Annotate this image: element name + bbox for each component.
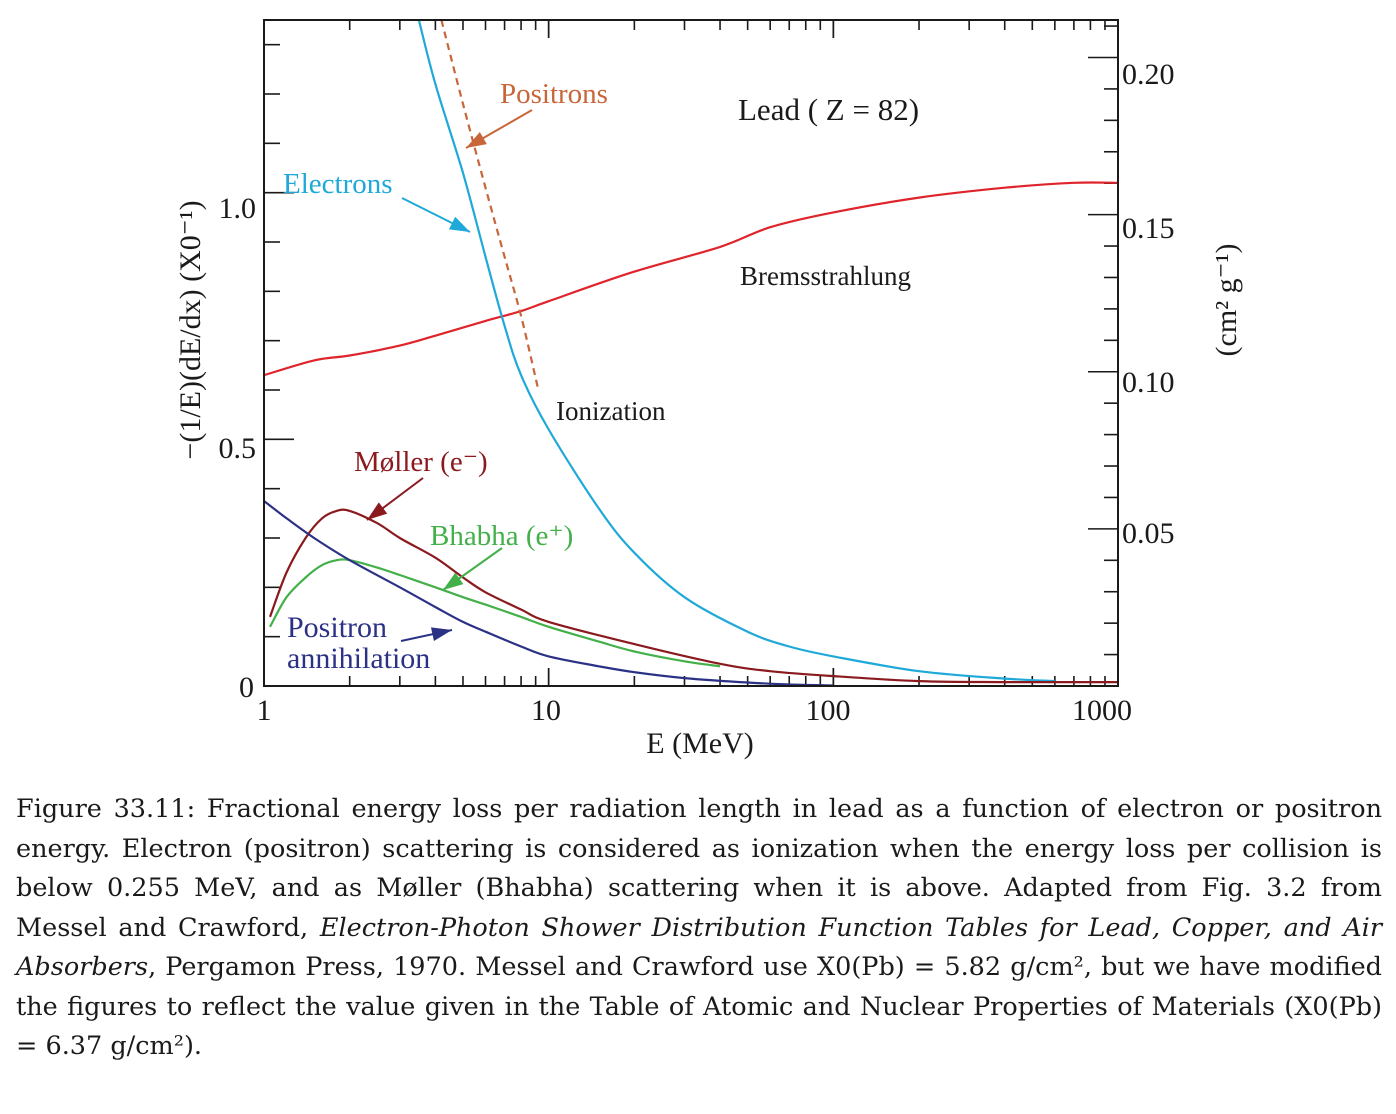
label-ionization: Ionization [556, 396, 666, 426]
label-positron-annihilation-1: Positron [287, 611, 387, 644]
y-right-tick-label-0-05: 0.05 [1122, 517, 1175, 550]
axis-ticks [263, 20, 1119, 687]
chart-title: Lead ( Z = 82) [738, 92, 919, 127]
caption-italic-title: Electron-Photon Shower Distribution Func… [16, 912, 1383, 983]
label-bremsstrahlung: Bremsstrahlung [740, 261, 911, 291]
data-curves [264, 20, 1118, 686]
positrons-arrow-head [466, 131, 487, 148]
label-moller: Møller (e⁻) [354, 446, 488, 478]
series-line-5 [264, 500, 834, 686]
bhabha-arrow-head [443, 572, 464, 590]
x-axis-title: E (MeV) [646, 727, 753, 760]
x-tick-label-10: 10 [531, 694, 561, 727]
y-left-tick-label-1-0: 1.0 [219, 192, 257, 225]
caption-text-2: , Pergamon Press, 1970. Messel and Crawf… [16, 952, 1382, 1061]
caption-figure-label: Figure 33.11: [16, 794, 196, 824]
moller-arrow-head [367, 502, 388, 520]
figure-caption: Figure 33.11: Fractional energy loss per… [16, 790, 1382, 1067]
y-right-tick-label-0-20: 0.20 [1122, 58, 1175, 91]
positron-annihilation-arrow-head [430, 627, 452, 642]
y-axis-title-left: −(1/E)(dE/dx) (X0⁻¹) [174, 200, 207, 459]
label-positron-annihilation-2: annihilation [287, 642, 430, 675]
plot-frame [263, 19, 1119, 687]
label-bhabha: Bhabha (e⁺) [430, 520, 573, 552]
y-left-tick-label-0: 0 [239, 671, 254, 704]
energy-loss-chart: 1 10 100 1000 0 0.5 1.0 0.05 0.10 0.15 0… [174, 19, 1243, 760]
label-electrons: Electrons [283, 168, 393, 200]
y-right-tick-label-0-10: 0.10 [1122, 366, 1175, 399]
x-tick-label-1: 1 [257, 694, 272, 727]
y-axis-title-right: (cm² g⁻¹) [1210, 244, 1243, 357]
electrons-arrow-head [448, 216, 470, 232]
series-line-0 [264, 181, 1118, 377]
series-line-3 [268, 508, 1118, 684]
x-tick-label-1000: 1000 [1072, 694, 1132, 727]
annotation-arrows [366, 109, 533, 642]
series-line-4 [269, 558, 721, 668]
y-right-tick-label-0-15: 0.15 [1122, 212, 1175, 245]
label-positrons: Positrons [500, 78, 608, 110]
caption-text-1: Fractional energy loss per radiation len… [16, 794, 1382, 943]
series-line-1 [417, 20, 1055, 683]
y-left-tick-label-0-5: 0.5 [219, 432, 257, 465]
series-line-2 [440, 20, 540, 391]
x-tick-label-100: 100 [806, 694, 851, 727]
